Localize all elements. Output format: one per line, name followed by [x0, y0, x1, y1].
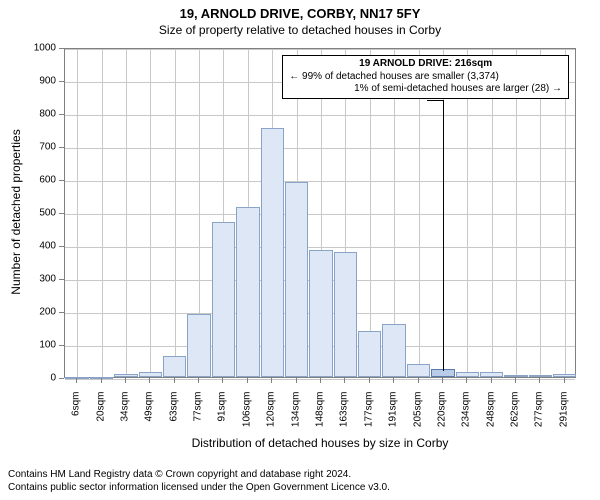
histogram-bar — [261, 128, 284, 377]
callout-connector — [443, 100, 444, 371]
x-tick-label: 291sqm — [558, 392, 569, 442]
page-title: 19, ARNOLD DRIVE, CORBY, NN17 5FY — [0, 0, 600, 21]
histogram-bar — [529, 375, 552, 377]
x-tick-label: 277sqm — [534, 392, 545, 442]
histogram-bar — [309, 250, 332, 377]
x-tick-label: 106sqm — [241, 392, 252, 442]
histogram-bar — [480, 372, 503, 377]
x-tick-label: 20sqm — [95, 392, 106, 442]
x-tick-label: 220sqm — [436, 392, 447, 442]
chart-container: 19, ARNOLD DRIVE, CORBY, NN17 5FY Size o… — [0, 0, 600, 500]
x-tick-label: 177sqm — [363, 392, 374, 442]
histogram-bar — [212, 222, 235, 377]
histogram-bar — [163, 356, 186, 377]
x-tick-label: 148sqm — [315, 392, 326, 442]
y-axis-label: Number of detached properties — [9, 47, 23, 377]
page-subtitle: Size of property relative to detached ho… — [0, 21, 600, 37]
histogram-bar — [553, 374, 576, 377]
x-tick-label: 77sqm — [193, 392, 204, 442]
x-tick-label: 163sqm — [339, 392, 350, 442]
x-tick-label: 120sqm — [266, 392, 277, 442]
histogram-bar — [187, 314, 210, 377]
x-tick-label: 262sqm — [510, 392, 521, 442]
histogram-bar — [504, 375, 527, 377]
histogram-bar — [139, 372, 162, 377]
x-tick-label: 91sqm — [217, 392, 228, 442]
callout-line2: ← 99% of detached houses are smaller (3,… — [289, 71, 562, 84]
histogram-bar — [236, 207, 259, 377]
x-tick-label: 134sqm — [290, 392, 301, 442]
footnote-line2: Contains public sector information licen… — [8, 482, 390, 495]
plot-area: 19 ARNOLD DRIVE: 216sqm← 99% of detached… — [64, 48, 576, 378]
footnote: Contains HM Land Registry data © Crown c… — [8, 469, 390, 494]
callout-line1: 19 ARNOLD DRIVE: 216sqm — [289, 58, 562, 71]
x-tick-label: 191sqm — [388, 392, 399, 442]
x-tick-label: 248sqm — [485, 392, 496, 442]
histogram-bar — [334, 252, 357, 377]
x-tick-label: 49sqm — [144, 392, 155, 442]
callout-line3: 1% of semi-detached houses are larger (2… — [289, 83, 562, 96]
histogram-bar — [114, 374, 137, 377]
x-tick-label: 6sqm — [71, 392, 82, 442]
histogram-bar — [456, 372, 479, 377]
callout-box: 19 ARNOLD DRIVE: 216sqm← 99% of detached… — [282, 55, 569, 99]
x-tick-label: 63sqm — [168, 392, 179, 442]
histogram-bar — [285, 182, 308, 377]
histogram-bar — [358, 331, 381, 377]
x-tick-label: 34sqm — [119, 392, 130, 442]
x-tick-label: 234sqm — [461, 392, 472, 442]
footnote-line1: Contains HM Land Registry data © Crown c… — [8, 469, 390, 482]
callout-connector — [427, 100, 443, 101]
histogram-bar — [407, 364, 430, 377]
x-axis-label: Distribution of detached houses by size … — [64, 436, 576, 450]
x-tick-label: 205sqm — [412, 392, 423, 442]
histogram-bar — [382, 324, 405, 377]
